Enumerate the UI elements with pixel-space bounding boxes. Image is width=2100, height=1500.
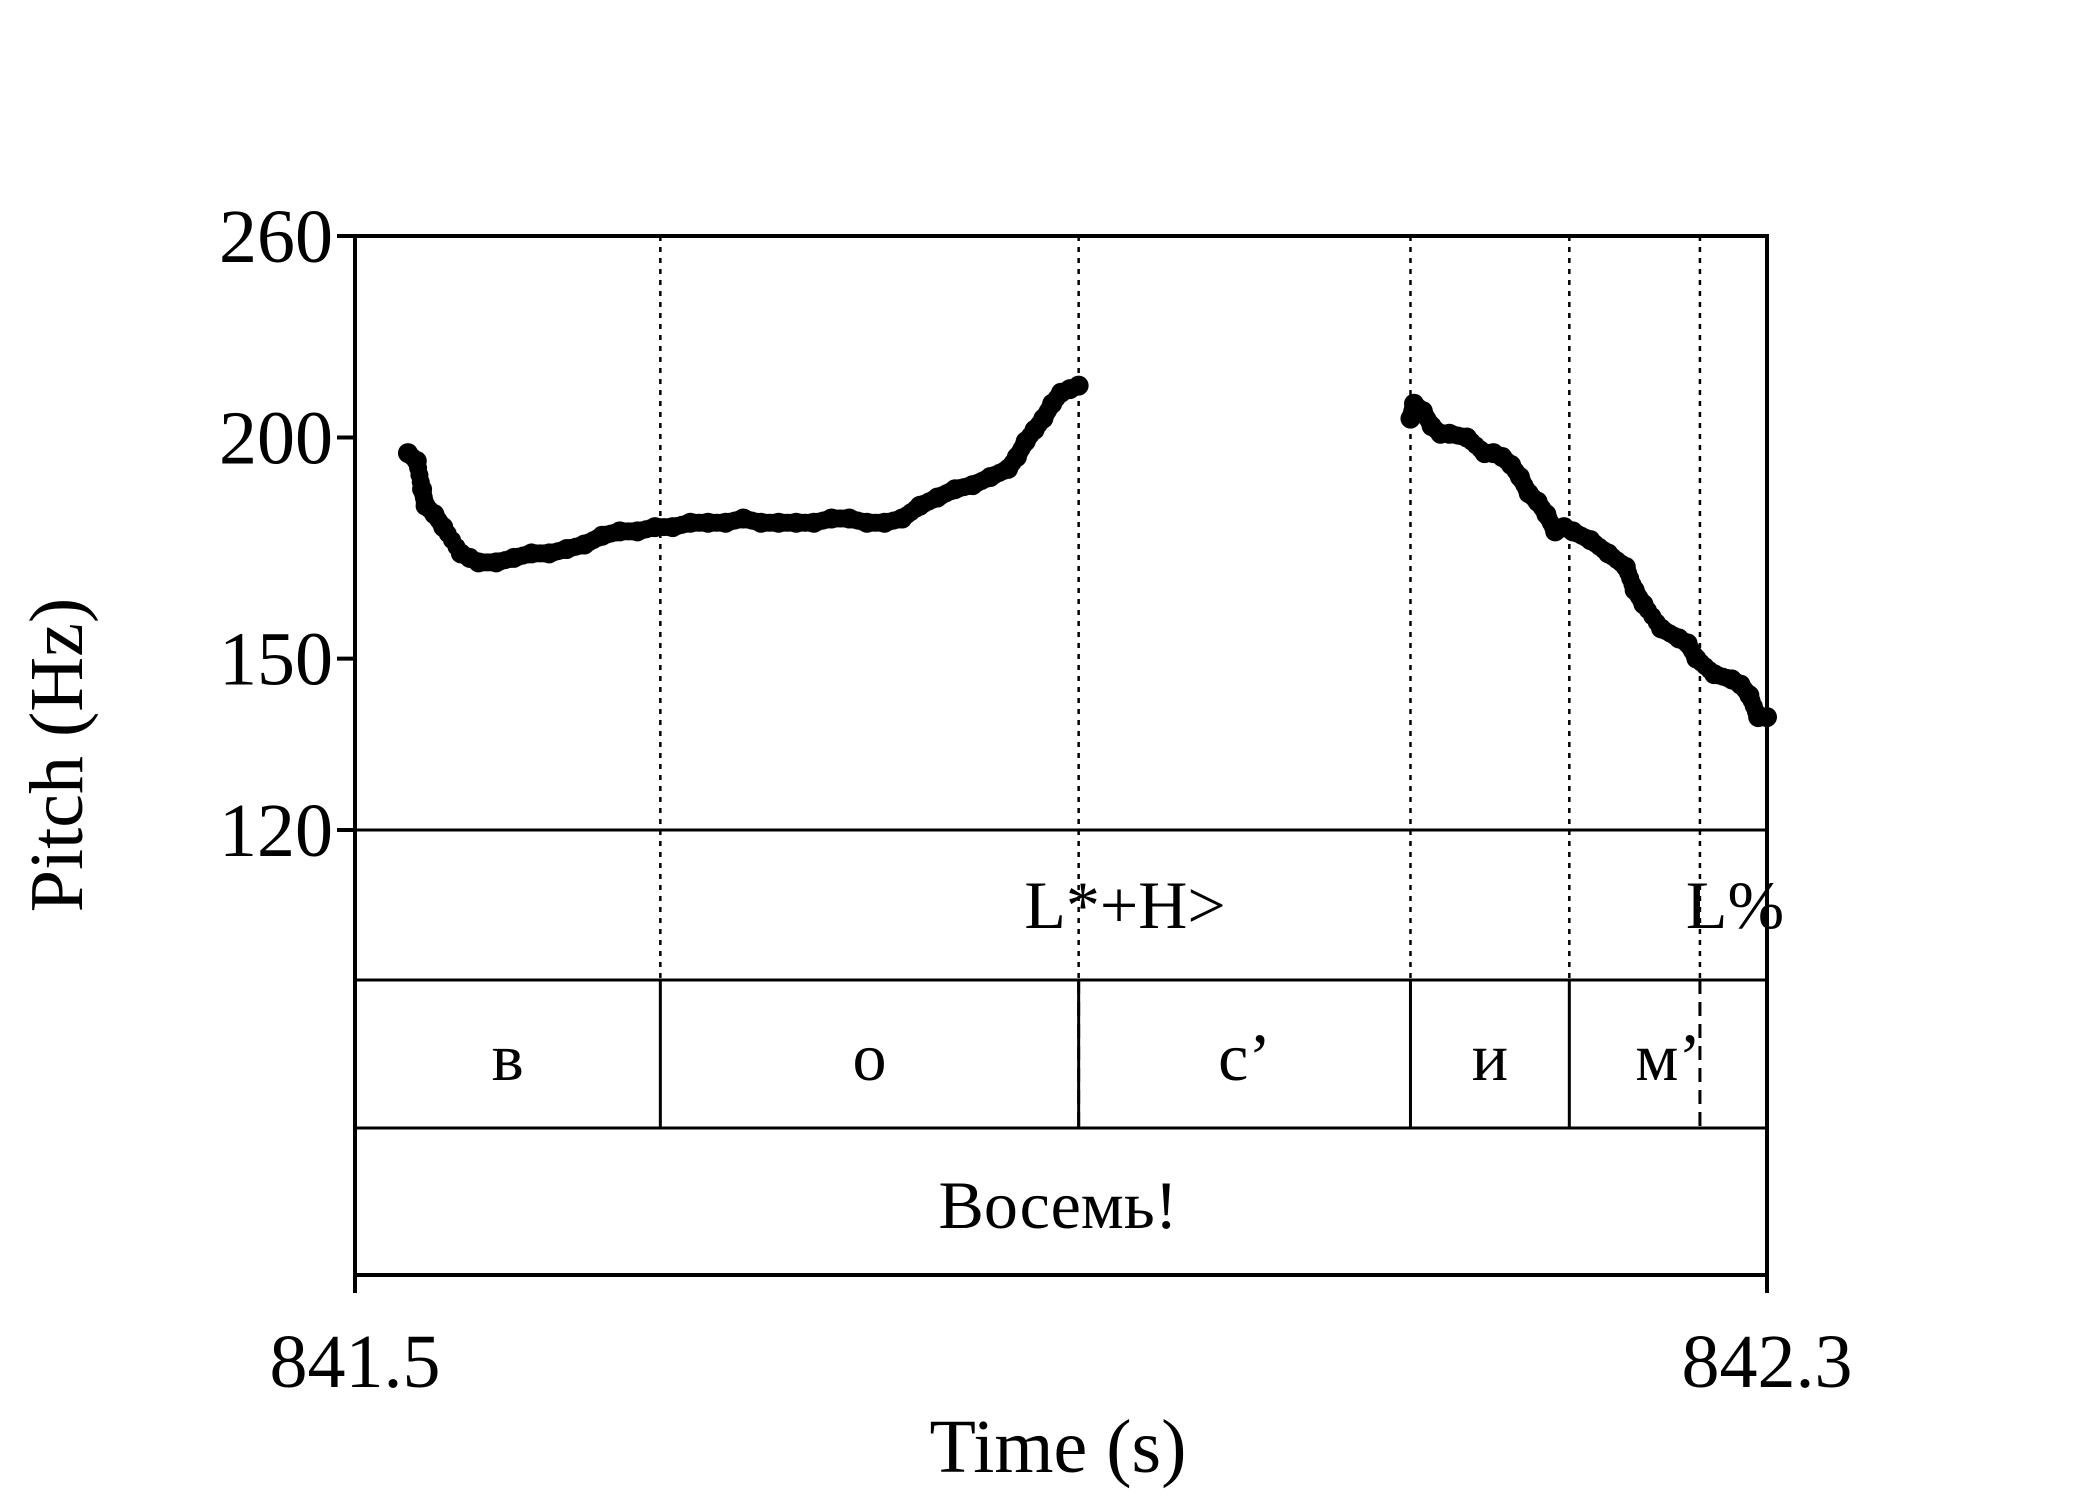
segment-label: с’ (1218, 1019, 1271, 1095)
x-axis-ticks: 841.5 842.3 (270, 1275, 1853, 1404)
tone-label: L% (1686, 867, 1784, 943)
segment-label: и (1472, 1019, 1508, 1095)
word-label: Восемь! (939, 1167, 1178, 1243)
y-axis-ticks: 120 150 200 260 (219, 195, 355, 873)
plot-frame (353, 234, 1769, 1277)
y-tick-label: 120 (219, 789, 333, 873)
pitch-points (397, 375, 1777, 728)
frame-rect (353, 234, 1769, 1277)
segment-label: в (492, 1019, 524, 1095)
segment-label: м’ (1635, 1019, 1701, 1095)
pitch-point (1068, 375, 1089, 396)
boundary-lines (659, 236, 1702, 1128)
segment-label: о (852, 1019, 886, 1095)
y-axis-title: Pitch (Hz) (15, 598, 99, 912)
x-axis-title: Time (s) (930, 1405, 1187, 1489)
x-tick-label: 841.5 (270, 1320, 441, 1404)
y-tick-label: 150 (219, 618, 333, 702)
annotation-tiers: в о с’ и м’ L*+H> L% Восемь! (355, 867, 1784, 1243)
y-tick-label: 200 (219, 397, 333, 481)
tone-label: L*+H> (1024, 867, 1225, 943)
y-tick-label: 260 (219, 195, 333, 279)
x-tick-label: 842.3 (1682, 1320, 1853, 1404)
